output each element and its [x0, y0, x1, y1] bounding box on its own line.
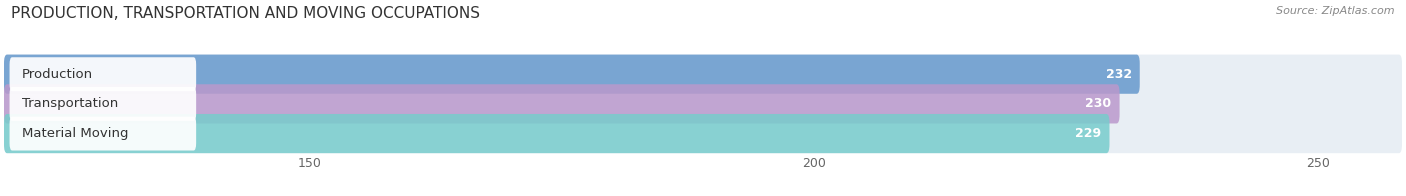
FancyBboxPatch shape: [4, 114, 1402, 153]
FancyBboxPatch shape: [4, 84, 1119, 123]
Text: 232: 232: [1105, 68, 1132, 81]
FancyBboxPatch shape: [10, 117, 197, 151]
Text: Transportation: Transportation: [22, 97, 118, 110]
Text: Production: Production: [22, 68, 93, 81]
FancyBboxPatch shape: [4, 114, 1109, 153]
Text: 229: 229: [1076, 127, 1101, 140]
Text: 230: 230: [1085, 97, 1112, 110]
FancyBboxPatch shape: [10, 57, 197, 91]
Text: PRODUCTION, TRANSPORTATION AND MOVING OCCUPATIONS: PRODUCTION, TRANSPORTATION AND MOVING OC…: [11, 6, 481, 21]
FancyBboxPatch shape: [4, 54, 1140, 94]
Text: Material Moving: Material Moving: [22, 127, 129, 140]
FancyBboxPatch shape: [4, 54, 1402, 94]
FancyBboxPatch shape: [10, 87, 197, 121]
FancyBboxPatch shape: [4, 84, 1402, 123]
Text: Source: ZipAtlas.com: Source: ZipAtlas.com: [1277, 6, 1395, 16]
